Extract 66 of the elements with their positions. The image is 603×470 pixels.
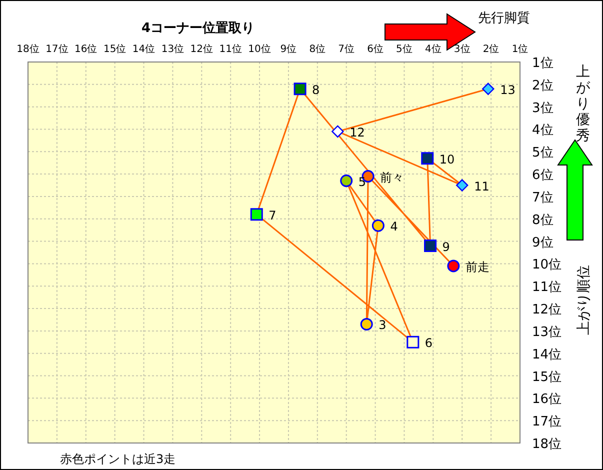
y-tick-label: 16位 bbox=[532, 392, 562, 408]
point bbox=[294, 82, 306, 96]
y-axis-title: 上がり順位 bbox=[576, 265, 592, 335]
y-tick-label: 8位 bbox=[532, 212, 554, 228]
point bbox=[360, 318, 373, 330]
text: 上がり優秀 bbox=[576, 64, 591, 144]
y-tick-label: 1位 bbox=[532, 56, 554, 71]
annotation: 8 bbox=[312, 82, 320, 97]
x-tick-label: 5位 bbox=[396, 43, 412, 55]
x-tick-label: 1位 bbox=[512, 43, 528, 55]
x-tick-label: 10位 bbox=[248, 43, 271, 55]
annotation: 前々 bbox=[380, 170, 404, 184]
y-tick-label: 7位 bbox=[532, 190, 554, 206]
point bbox=[332, 125, 344, 138]
point bbox=[424, 240, 437, 252]
point bbox=[456, 179, 468, 192]
x-tick-label: 17位 bbox=[46, 43, 68, 55]
annotation: 7 bbox=[268, 208, 276, 222]
x-tick-label: 13位 bbox=[161, 43, 184, 55]
x-tick-label: 8位 bbox=[309, 43, 326, 55]
annotation: 4 bbox=[390, 220, 398, 234]
annotation: 5 bbox=[358, 174, 366, 189]
annotation: 12 bbox=[350, 125, 365, 140]
y-tick-label: 13位 bbox=[532, 324, 562, 340]
text: 赤色ポイントは近3走 bbox=[60, 452, 176, 466]
x-tick-label: 9位 bbox=[280, 43, 297, 55]
point bbox=[421, 152, 434, 165]
point bbox=[406, 336, 420, 348]
x-tick-label: 3位 bbox=[454, 43, 470, 55]
y-tick-label: 5位 bbox=[532, 146, 554, 161]
y-tick-label: 12位 bbox=[532, 302, 562, 318]
text: 先行脚質 bbox=[478, 11, 530, 26]
y-tick-label: 17位 bbox=[532, 414, 562, 430]
point bbox=[250, 208, 263, 221]
x-tick-label: 16位 bbox=[74, 43, 98, 55]
y-tick-label: 3位 bbox=[532, 100, 554, 116]
point bbox=[340, 174, 353, 188]
point bbox=[482, 82, 494, 95]
x-tick-label: 15位 bbox=[103, 43, 126, 55]
annotation: 3 bbox=[378, 318, 386, 332]
x-tick-label: 18位 bbox=[16, 43, 40, 55]
y-tick-label: 4位 bbox=[532, 123, 554, 138]
annotation: 11 bbox=[474, 179, 490, 194]
x-tick-label: 7位 bbox=[338, 43, 355, 55]
y-tick-label: 14位 bbox=[532, 347, 562, 362]
x-tick-label: 12位 bbox=[190, 43, 214, 55]
x-tick-label: 11位 bbox=[219, 43, 242, 55]
y-tick-label: 11位 bbox=[532, 280, 562, 296]
annotation: 9 bbox=[442, 240, 450, 254]
x-tick-label: 6位 bbox=[367, 43, 384, 55]
x-tick-label: 4位 bbox=[424, 43, 442, 55]
annotation: 6 bbox=[424, 336, 433, 350]
y-tick-label: 15位 bbox=[532, 370, 562, 385]
x-tick-label: 14位 bbox=[132, 43, 156, 55]
y-tick-label: 6位 bbox=[532, 168, 554, 184]
y-tick-label: 18位 bbox=[532, 437, 562, 452]
x-tick-label: 2位 bbox=[482, 43, 500, 55]
annotation: 10 bbox=[439, 152, 455, 166]
annotation: 13 bbox=[500, 82, 516, 97]
y-tick-label: 9位 bbox=[532, 235, 554, 250]
annotation: 前走 bbox=[465, 260, 490, 274]
y-tick-label: 10位 bbox=[532, 258, 562, 273]
y-tick-label: 2位 bbox=[532, 78, 554, 94]
point bbox=[372, 219, 384, 232]
point bbox=[447, 260, 460, 272]
chart-title: 4コーナー位置取り bbox=[141, 21, 255, 36]
